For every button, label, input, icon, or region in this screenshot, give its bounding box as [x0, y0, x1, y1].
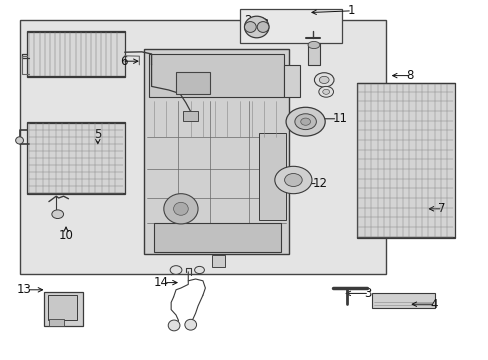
Text: 12: 12 — [312, 177, 327, 190]
Bar — [259, 133, 285, 220]
Ellipse shape — [168, 320, 180, 331]
Bar — [27, 122, 124, 194]
Ellipse shape — [194, 266, 204, 274]
Text: 11: 11 — [332, 112, 347, 125]
Text: 8: 8 — [405, 69, 412, 82]
Ellipse shape — [284, 174, 302, 186]
Ellipse shape — [170, 266, 182, 274]
Bar — [20, 20, 386, 274]
Bar — [149, 54, 283, 97]
Text: 5: 5 — [94, 129, 102, 141]
Text: 9: 9 — [256, 85, 264, 98]
Ellipse shape — [307, 41, 319, 49]
Bar — [44, 292, 83, 326]
Bar — [144, 49, 288, 254]
Text: 4: 4 — [429, 298, 437, 311]
Ellipse shape — [322, 89, 329, 94]
Ellipse shape — [285, 107, 325, 136]
Bar — [283, 65, 299, 97]
Text: 7: 7 — [437, 202, 444, 215]
Ellipse shape — [244, 22, 256, 32]
Text: 1: 1 — [346, 4, 354, 17]
Ellipse shape — [16, 137, 23, 144]
Bar — [239, 9, 342, 43]
Text: 3: 3 — [364, 287, 371, 300]
Bar — [371, 293, 434, 308]
Bar — [176, 72, 210, 94]
Text: 10: 10 — [59, 229, 73, 242]
Text: 14: 14 — [153, 276, 168, 289]
Text: 13: 13 — [17, 283, 32, 296]
Ellipse shape — [52, 210, 63, 219]
Ellipse shape — [294, 114, 316, 130]
Bar — [307, 43, 320, 65]
Ellipse shape — [163, 194, 198, 224]
Ellipse shape — [184, 319, 196, 330]
Ellipse shape — [319, 76, 328, 84]
Bar — [49, 319, 63, 326]
Bar — [154, 223, 281, 252]
Bar — [48, 295, 77, 320]
Ellipse shape — [244, 16, 268, 38]
Bar — [183, 111, 198, 121]
Ellipse shape — [314, 73, 333, 87]
Ellipse shape — [173, 202, 188, 215]
Bar — [211, 255, 225, 267]
Ellipse shape — [274, 166, 311, 194]
Bar — [27, 31, 124, 77]
Text: 2: 2 — [244, 14, 251, 27]
Text: 6: 6 — [120, 55, 127, 68]
Bar — [356, 83, 454, 238]
Ellipse shape — [257, 22, 268, 32]
Ellipse shape — [318, 86, 333, 97]
Ellipse shape — [300, 118, 310, 125]
